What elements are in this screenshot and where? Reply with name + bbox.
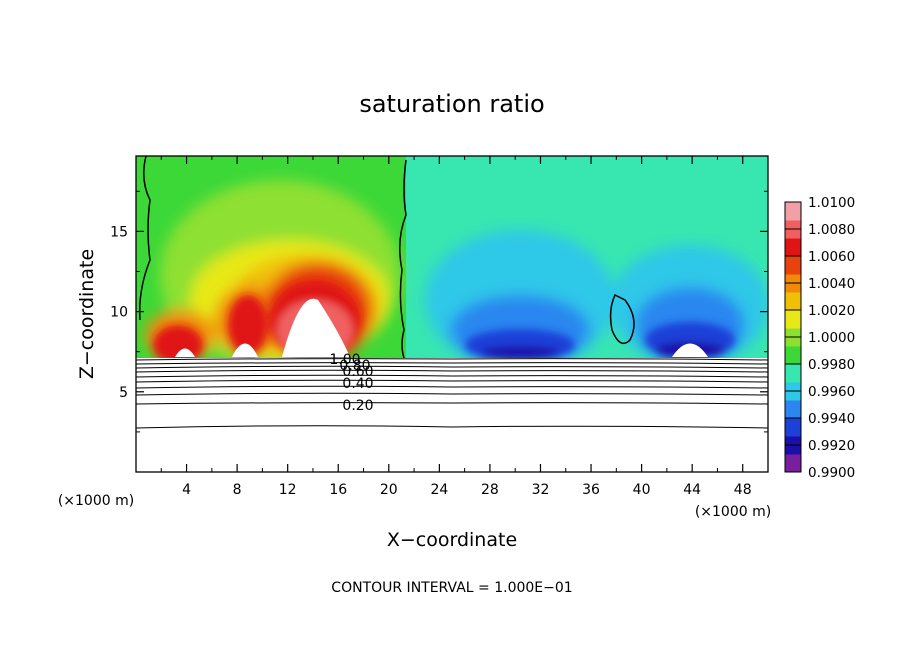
colorbar-label: 0.9940 <box>808 411 855 427</box>
white-dome-mid <box>232 343 258 357</box>
y-axis-label: Z−coordinate <box>76 249 98 379</box>
x-tick-label: 44 <box>683 482 701 498</box>
x-ticks: 4 8 12 16 20 24 28 32 36 40 44 48 <box>160 156 752 498</box>
colorbar-swatch <box>785 346 801 365</box>
white-dome-left <box>175 348 195 357</box>
white-dome-far-right <box>672 343 708 357</box>
chart-title: saturation ratio <box>359 90 544 118</box>
x-tick-label: 28 <box>481 482 499 498</box>
x-tick-label: 20 <box>380 482 398 498</box>
contour-interval-note: CONTOUR INTERVAL = 1.000E−01 <box>331 580 572 596</box>
x-tick-label: 40 <box>633 482 651 498</box>
plot-frame <box>135 155 769 473</box>
colorbar: 0.9900 0.9920 0.9940 0.9960 0.9980 1.0000 1.00… <box>784 195 855 481</box>
y-ticks: 5 10 15 <box>110 190 768 433</box>
x-tick-label: 48 <box>734 482 752 498</box>
lower-contour-line <box>136 385 768 389</box>
colorbar-swatch <box>785 292 801 311</box>
hot-core-left <box>153 325 203 358</box>
y-tick-label: 5 <box>119 385 128 401</box>
lower-contour-line <box>136 369 768 373</box>
colorbar-swatch <box>785 418 801 437</box>
colorbar-swatch <box>785 310 801 329</box>
colorbar-swatch <box>785 454 801 473</box>
x-axis-label: X−coordinate <box>387 529 517 551</box>
colorbar-label: 1.0080 <box>808 222 855 238</box>
colorbar-label: 1.0060 <box>808 249 855 265</box>
saturation-contour-1 <box>399 159 407 358</box>
x-tick-label: 32 <box>532 482 550 498</box>
x-tick-label: 8 <box>233 482 242 498</box>
saturation-contour-2 <box>138 156 151 321</box>
contour-labels: 1.00 0.80 0.60 0.40 0.20 <box>329 352 373 414</box>
lower-contour-line <box>136 365 768 369</box>
x-tick-label: 4 <box>182 482 191 498</box>
saturation-contour-3 <box>609 293 635 345</box>
colorbar-label: 0.9920 <box>808 438 855 454</box>
lower-contour-line <box>136 402 768 405</box>
colorbar-label: 1.0000 <box>808 330 855 346</box>
x-tick-label: 16 <box>329 482 347 498</box>
contour-label-100: 1.00 <box>329 352 360 368</box>
white-dome-right <box>282 298 350 357</box>
x-tick-label: 24 <box>430 482 448 498</box>
y-tick-label: 10 <box>110 305 128 321</box>
colorbar-label: 1.0100 <box>808 195 855 211</box>
saturation-field <box>136 156 768 472</box>
colorbar-swatch <box>785 202 801 221</box>
deepest-cool-a <box>480 346 560 358</box>
lower-contour-line <box>136 425 768 429</box>
colorbar-swatch <box>785 238 801 257</box>
contour-label-060: 0.60 <box>342 364 373 380</box>
colorbar-label: 0.9980 <box>808 357 855 373</box>
lower-contour-line <box>136 362 768 365</box>
lower-contour-line <box>136 374 768 378</box>
x-unit-right: (×1000 m) <box>695 504 771 520</box>
x-tick-label: 12 <box>279 482 297 498</box>
contour-label-020: 0.20 <box>342 398 373 414</box>
colorbar-swatch <box>785 400 801 419</box>
hot-core-mid <box>228 295 268 355</box>
colorbar-swatch <box>785 256 801 275</box>
lower-contour-line <box>136 358 768 361</box>
colorbar-label: 1.0040 <box>808 276 855 292</box>
colorbar-label: 0.9960 <box>808 384 855 400</box>
y-tick-label: 15 <box>110 224 128 240</box>
colorbar-label: 1.0020 <box>808 303 855 319</box>
colorbar-swatch <box>785 364 801 383</box>
lower-contour-line <box>136 379 768 383</box>
lower-contour-line <box>136 392 768 396</box>
contour-label-040: 0.40 <box>342 376 373 392</box>
x-tick-label: 36 <box>582 482 600 498</box>
x-unit-left: (×1000 m) <box>58 493 134 509</box>
colorbar-label: 0.9900 <box>808 465 855 481</box>
contour-label-080: 0.80 <box>339 358 370 374</box>
